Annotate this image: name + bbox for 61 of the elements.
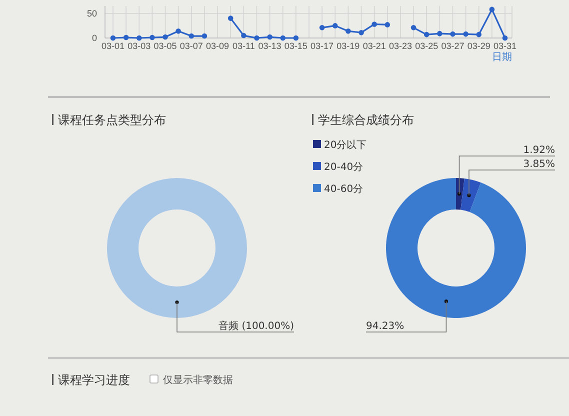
point xyxy=(332,23,338,28)
x-tick-label: 03-29 xyxy=(467,41,490,51)
x-tick-label: 03-21 xyxy=(362,41,386,51)
point xyxy=(150,34,155,40)
point xyxy=(176,28,181,34)
text: 课程学习进度 xyxy=(58,373,130,387)
point xyxy=(450,31,456,37)
point xyxy=(502,35,508,41)
x-tick-label: 03-27 xyxy=(441,41,464,51)
y-tick-label: 0 xyxy=(92,33,97,44)
point xyxy=(254,35,260,41)
point xyxy=(372,22,377,27)
legend-label: 40-60分 xyxy=(324,183,364,195)
point xyxy=(136,35,142,41)
point xyxy=(188,33,194,39)
x-tick-label: 03-05 xyxy=(154,41,177,51)
x-tick-label: 03-09 xyxy=(206,41,230,51)
x-tick-label: 03-31 xyxy=(493,41,517,51)
data-label: 94.23% xyxy=(366,321,404,332)
point xyxy=(410,25,416,30)
point xyxy=(319,25,325,30)
point xyxy=(280,35,286,41)
data-label: 3.85% xyxy=(523,159,555,170)
x-tick-label: 03-13 xyxy=(258,41,282,51)
point xyxy=(162,34,168,40)
donut-slice xyxy=(460,178,481,212)
point xyxy=(358,30,364,36)
point xyxy=(384,22,390,28)
x-tick-label: 03-07 xyxy=(180,41,203,51)
x-axis-title: 日期 xyxy=(492,51,512,63)
point xyxy=(346,28,351,34)
y-tick-label: 50 xyxy=(86,8,97,19)
chart-title: 课程任务点类型分布 xyxy=(58,113,166,127)
point xyxy=(293,35,299,41)
point xyxy=(437,30,442,36)
x-tick-label: 03-19 xyxy=(336,41,360,51)
point xyxy=(202,33,208,39)
x-tick-label: 03-25 xyxy=(415,41,438,51)
point xyxy=(228,16,234,21)
x-tick-label: 03-15 xyxy=(284,41,308,51)
text: 仅显示非零数据 xyxy=(163,374,233,386)
legend-label: 20-40分 xyxy=(324,161,364,173)
point xyxy=(463,31,468,37)
point xyxy=(489,6,495,12)
point xyxy=(476,32,482,38)
point xyxy=(123,34,129,40)
point xyxy=(267,34,272,40)
legend-label: 20分以下 xyxy=(324,139,367,151)
slice-label: 音频 (100.00%) xyxy=(218,320,294,332)
donut-slice xyxy=(456,178,464,210)
point xyxy=(110,35,116,41)
x-tick-label: 03-17 xyxy=(310,41,334,51)
x-tick-label: 03-03 xyxy=(128,41,151,51)
x-tick-label: 03-11 xyxy=(232,41,255,51)
data-label: 1.92% xyxy=(523,145,555,156)
x-tick-label: 03-23 xyxy=(388,41,412,51)
x-tick-label: 03-01 xyxy=(101,41,125,51)
point xyxy=(424,32,430,38)
donut-slice xyxy=(386,178,526,318)
point xyxy=(241,32,246,38)
chart-title: 学生综合成绩分布 xyxy=(318,113,414,127)
